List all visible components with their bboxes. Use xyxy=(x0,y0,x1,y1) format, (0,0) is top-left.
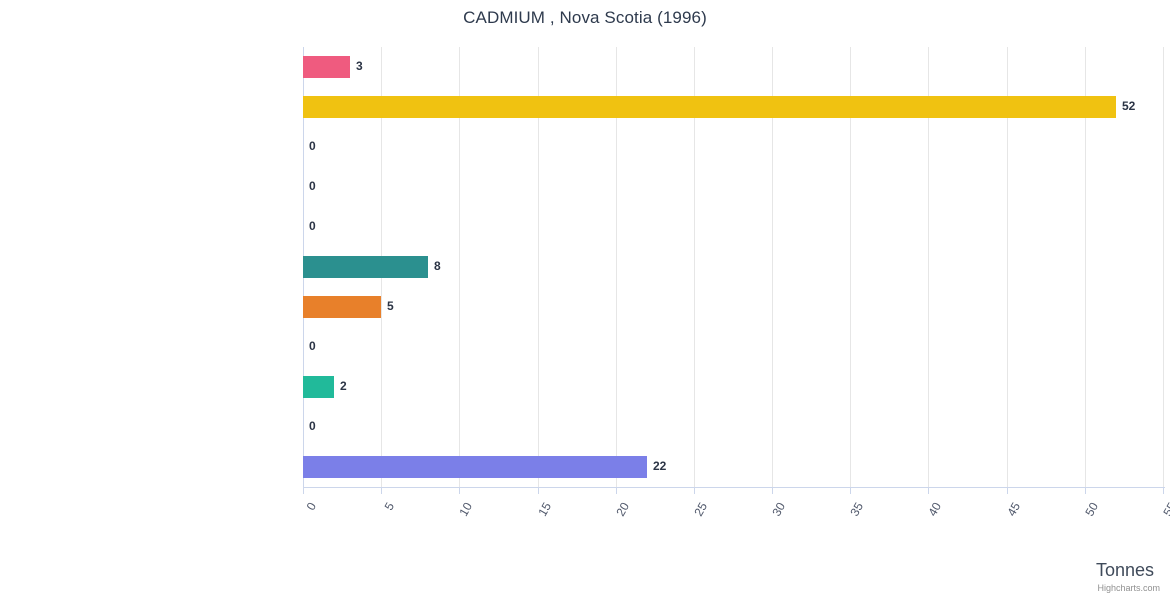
gridline xyxy=(928,47,929,487)
x-axis-title: Tonnes xyxy=(1095,560,1154,580)
gridline xyxy=(850,47,851,487)
x-axis-tick xyxy=(772,488,773,494)
gridline xyxy=(616,47,617,487)
x-axis-tick-label: 55 xyxy=(1160,500,1170,519)
x-axis-tick-label: 25 xyxy=(691,500,711,519)
chart-category-row: Transportation and Mobile Equipment22 xyxy=(303,447,1163,487)
x-axis-line xyxy=(303,487,1165,488)
chart-category-row: Ores and Mineral Industries2 xyxy=(303,367,1163,407)
chart-title: CADMIUM , Nova Scotia (1996) xyxy=(463,8,707,27)
bar-value-label: 0 xyxy=(309,419,316,433)
x-axis-tick-label: 30 xyxy=(769,500,789,519)
chart-bar[interactable] xyxy=(303,376,334,398)
x-axis-tick-label: 45 xyxy=(1004,500,1024,519)
chart-category-row: Dust0 xyxy=(303,127,1163,167)
chart-category-row: Electric Power Generation (Utilities)0 xyxy=(303,167,1163,207)
bar-value-label: 0 xyxy=(309,139,316,153)
x-axis-tick xyxy=(928,488,929,494)
gridline xyxy=(772,47,773,487)
x-axis-tick xyxy=(303,488,304,494)
gridline xyxy=(1085,47,1086,487)
bar-value-label: 22 xyxy=(653,459,667,473)
x-axis-tick-label: 40 xyxy=(925,500,945,519)
chart-category-row: Fires0 xyxy=(303,207,1163,247)
x-axis-tick-label: 20 xyxy=(613,500,633,519)
x-axis-tick-label: 50 xyxy=(1082,500,1102,519)
bar-value-label: 2 xyxy=(340,379,347,393)
chart-category-row: Commercial/Residential/Institutional52 xyxy=(303,87,1163,127)
x-axis-tick-label: 0 xyxy=(303,500,320,513)
bar-value-label: 5 xyxy=(387,299,394,313)
chart-category-row: Paints and Solvents0 xyxy=(303,407,1163,447)
x-axis-tick-label: 5 xyxy=(381,500,398,513)
bar-value-label: 8 xyxy=(434,259,441,273)
gridline xyxy=(459,47,460,487)
chart-bar[interactable] xyxy=(303,96,1116,118)
x-axis-tick-label: 10 xyxy=(456,500,476,519)
gridline xyxy=(1007,47,1008,487)
x-axis-tick xyxy=(1163,488,1164,494)
bar-value-label: 0 xyxy=(309,219,316,233)
bar-value-label: 0 xyxy=(309,179,316,193)
credits-label: Highcharts.com xyxy=(1097,583,1160,593)
x-axis-tick-label: 15 xyxy=(535,500,555,519)
chart-category-row: Manufacturing5 xyxy=(303,287,1163,327)
x-axis-tick xyxy=(381,488,382,494)
chart-bar[interactable] xyxy=(303,56,350,78)
x-axis-tick xyxy=(459,488,460,494)
chart-category-row: Oil and Gas Industry0 xyxy=(303,327,1163,367)
x-axis-tick xyxy=(1007,488,1008,494)
gridline xyxy=(1163,47,1164,487)
chart-category-row: Agriculture3 xyxy=(303,47,1163,87)
gridline xyxy=(538,47,539,487)
x-axis-tick xyxy=(850,488,851,494)
chart-bar[interactable] xyxy=(303,296,381,318)
chart-category-row: Incineration and Waste Sources8 xyxy=(303,247,1163,287)
x-axis-tick-label: 35 xyxy=(847,500,867,519)
chart-bar[interactable] xyxy=(303,456,647,478)
gridline xyxy=(694,47,695,487)
bar-value-label: 0 xyxy=(309,339,316,353)
x-axis-tick xyxy=(694,488,695,494)
x-axis-tick xyxy=(1085,488,1086,494)
chart-bar[interactable] xyxy=(303,256,428,278)
plot-area: Agriculture3Commercial/Residential/Insti… xyxy=(303,47,1164,487)
x-axis-tick xyxy=(538,488,539,494)
bar-value-label: 3 xyxy=(356,59,363,73)
bar-value-label: 52 xyxy=(1122,99,1136,113)
x-axis-tick xyxy=(616,488,617,494)
